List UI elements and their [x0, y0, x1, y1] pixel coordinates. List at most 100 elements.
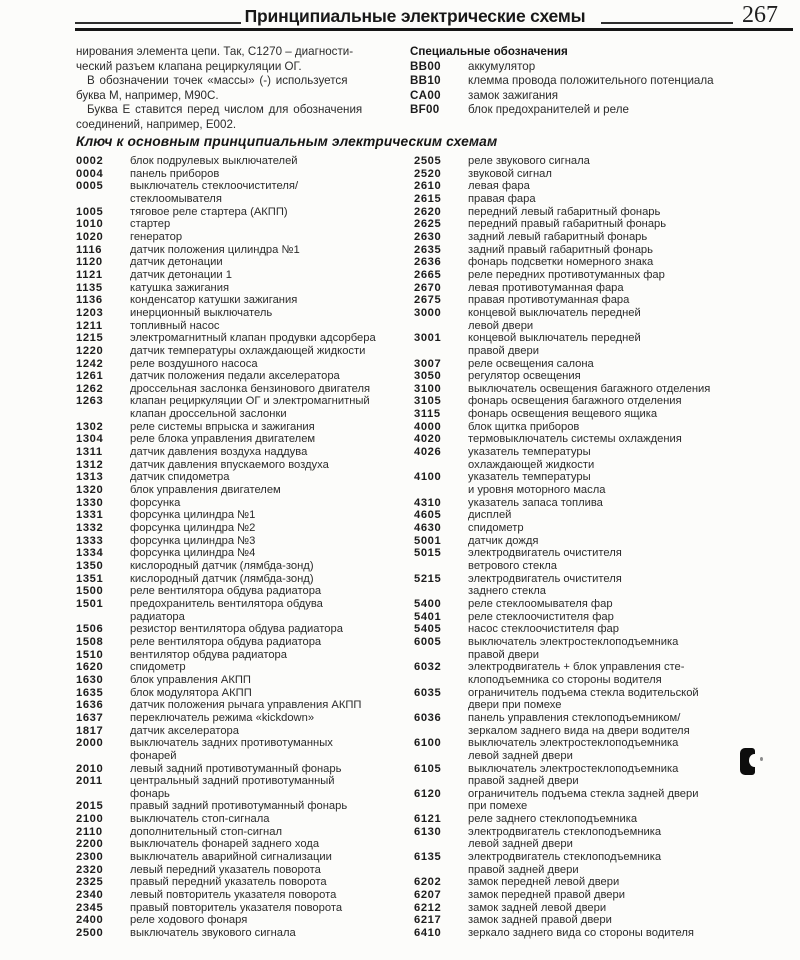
component-description: электродвигатель очистителя заднего стекл…	[468, 572, 622, 598]
scan-artifact-dot	[760, 757, 763, 761]
component-code: 1506	[76, 623, 104, 636]
component-description: форсунка цилиндра №4	[130, 547, 256, 560]
key-entry: 2400 реле ходового фонаря	[76, 914, 406, 927]
designation-code: BF00	[410, 103, 440, 117]
key-entry: 6032 электродвигатель + блок управления с…	[414, 661, 796, 686]
component-code: 6121	[414, 813, 442, 826]
component-code: 2340	[76, 889, 104, 902]
key-entry: 6105 выключатель электростеклоподъемника п…	[414, 763, 796, 788]
component-code: 0002	[76, 155, 104, 167]
component-code: 2345	[76, 901, 104, 914]
key-entry: 2015 правый задний противотуманный фонарь	[76, 800, 406, 813]
component-description: инерционный выключатель	[130, 306, 273, 319]
key-entry: 3100 выключатель освещения багажного отде…	[414, 383, 796, 396]
component-code: 4605	[414, 509, 442, 522]
key-entry: 1010 стартер	[76, 218, 406, 231]
key-entry: 4605 дисплей	[414, 509, 796, 522]
key-entry: 1351 кислородный датчик (лямбда-зонд)	[76, 573, 406, 586]
component-description: блок модулятора АКПП	[130, 686, 252, 699]
component-code: 1136	[76, 294, 103, 307]
component-description: кислородный датчик (лямбда-зонд)	[130, 572, 314, 585]
component-code: 1220	[76, 344, 104, 357]
key-entry: 0005 выключатель стеклоочистителя/стеклоо…	[76, 180, 406, 205]
component-code: 0005	[76, 180, 104, 193]
component-description: правая противотуманная фара	[468, 294, 630, 307]
special-designations: Специальные обозначения BB00 аккумулятор B…	[410, 45, 796, 118]
component-code: 3050	[414, 370, 442, 383]
key-entry: 2100 выключатель стоп-сигнала	[76, 813, 406, 826]
component-code: 2610	[414, 180, 442, 193]
component-code: 5215	[414, 572, 442, 585]
key-entry: 1620 спидометр	[76, 661, 406, 674]
key-entry: 1311 датчик давления воздуха наддува	[76, 446, 406, 459]
key-entry: 5400 реле стеклоомывателя фар	[414, 598, 796, 611]
key-entry: 2675 правая противотуманная фара	[414, 294, 796, 307]
component-code: 4100	[414, 471, 442, 484]
key-entry: 2670 левая противотуманная фара	[414, 282, 796, 295]
component-code: 6100	[414, 737, 442, 750]
component-code: 6410	[414, 927, 442, 940]
component-description: электродвигатель стеклоподъемника правой …	[468, 851, 662, 876]
component-description: электродвигатель + блок управления сте-к…	[468, 661, 685, 686]
component-code: 2011	[76, 775, 103, 788]
component-description: выключатель стеклоочистителя/стеклоомыва…	[130, 180, 299, 205]
key-entry: 1636 датчик положения рычага управления А…	[76, 699, 406, 712]
component-code: 1263	[76, 395, 104, 408]
component-description: датчик положения педали акселератора	[130, 370, 340, 383]
key-entry: 6212 замок задней левой двери	[414, 902, 796, 915]
component-code: 1330	[76, 496, 104, 509]
component-code: 6032	[414, 661, 442, 674]
component-description: выключатель электростеклоподъемника право…	[468, 635, 679, 661]
component-code: 2000	[76, 737, 104, 750]
designation-row: BB00 аккумулятор	[410, 60, 796, 75]
key-entry: 1334 форсунка цилиндра №4	[76, 547, 406, 560]
intro-line: соединений, например, Е002.	[76, 117, 237, 131]
component-code: 1120	[76, 256, 103, 269]
component-description: левая фара	[468, 180, 530, 193]
component-code: 6212	[414, 901, 442, 914]
component-code: 2620	[414, 205, 442, 218]
component-code: 5401	[414, 610, 442, 623]
component-code: 6135	[414, 851, 442, 864]
component-description: реле передних противотуманных фар	[468, 268, 665, 281]
component-description: фонарь подсветки номерного знака	[468, 256, 654, 269]
component-code: 6207	[414, 889, 442, 902]
component-code: 6217	[414, 914, 442, 927]
component-description: электродвигатель стеклоподъемника левой з…	[468, 825, 662, 851]
designation-row: CA00 замок зажигания	[410, 89, 796, 104]
component-description: датчик дождя	[468, 534, 539, 547]
key-entry: 1500 реле вентилятора обдува радиатора	[76, 585, 406, 598]
key-column-right: 2505 реле звукового сигнала 2520 звуковой с…	[414, 155, 796, 940]
scan-artifact	[740, 748, 760, 775]
component-description: реле звукового сигнала	[468, 155, 590, 167]
component-description: реле заднего стеклоподъемника	[468, 813, 638, 826]
designation-row: BB10 клемма провода положительного потенц…	[410, 74, 796, 89]
key-entry: 2635 задний правый габаритный фонарь	[414, 244, 796, 257]
intro-line: ческий разъем клапана рециркуляции ОГ.	[76, 59, 302, 73]
key-entry: 1136 конденсатор катушки зажигания	[76, 294, 406, 307]
component-code: 2520	[414, 167, 442, 180]
component-description: правая фара	[468, 192, 536, 205]
component-description: стартер	[130, 218, 171, 231]
designation-description: аккумулятор	[468, 59, 536, 73]
key-entry: 6202 замок передней левой двери	[414, 876, 796, 889]
component-code: 1501	[76, 597, 104, 610]
page-header-title: Принципиальные электрические схемы	[244, 6, 586, 26]
component-code: 1304	[76, 433, 104, 446]
key-entry: 1215 электромагнитный клапан продувки адс…	[76, 332, 406, 345]
key-entry: 2110 дополнительный стоп-сигнал	[76, 826, 406, 839]
component-description: фонарь освещения вещевого ящика	[468, 408, 658, 421]
key-entry: 1508 реле вентилятора обдува радиатора	[76, 636, 406, 649]
component-code: 4310	[414, 496, 442, 509]
component-code: 4000	[414, 420, 442, 433]
component-code: 3115	[414, 408, 441, 421]
component-code: 2100	[76, 813, 104, 826]
component-description: реле освещения салона	[468, 357, 594, 370]
key-entry: 1635 блок модулятора АКПП	[76, 687, 406, 700]
component-description: предохранитель вентилятора обдува радиато…	[130, 597, 323, 623]
component-code: 4026	[414, 446, 442, 459]
component-code: 1116	[76, 243, 103, 256]
component-description: замок задней левой двери	[468, 901, 607, 914]
component-description: блок щитка приборов	[468, 420, 580, 433]
component-code: 1010	[76, 218, 104, 231]
